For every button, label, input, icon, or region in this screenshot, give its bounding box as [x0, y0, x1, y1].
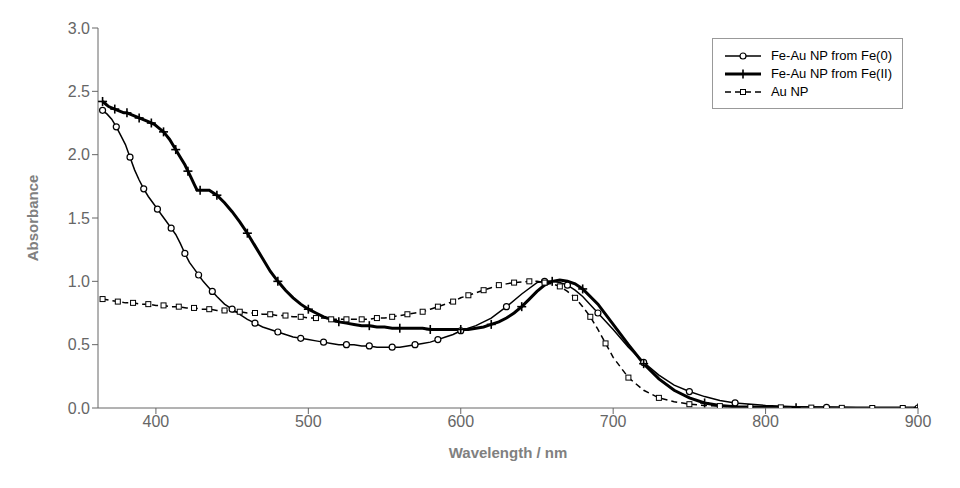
html-text:Fe-Au NP from Fe(0): Fe-Au NP from Fe(0) — [770, 48, 892, 63]
svg-text:Wavelength / nm: Wavelength / nm — [449, 444, 568, 461]
svg-text:2.5: 2.5 — [68, 83, 90, 100]
svg-text:500: 500 — [295, 413, 322, 430]
svg-text:1.0: 1.0 — [68, 273, 90, 290]
svg-text:Absorbance: Absorbance — [24, 175, 41, 262]
html-text:Au NP: Au NP — [770, 84, 809, 99]
svg-text:700: 700 — [600, 413, 627, 430]
svg-text:400: 400 — [143, 413, 170, 430]
svg-text:600: 600 — [447, 413, 474, 430]
svg-text:0.5: 0.5 — [68, 336, 90, 353]
html-text:Fe-Au NP from Fe(II): Fe-Au NP from Fe(II) — [770, 66, 892, 81]
svg-text:1.5: 1.5 — [68, 210, 90, 227]
svg-text:800: 800 — [752, 413, 779, 430]
svg-text:0.0: 0.0 — [68, 400, 90, 417]
svg-text:900: 900 — [905, 413, 932, 430]
svg-text:2.0: 2.0 — [68, 146, 90, 163]
svg-text:3.0: 3.0 — [68, 20, 90, 37]
